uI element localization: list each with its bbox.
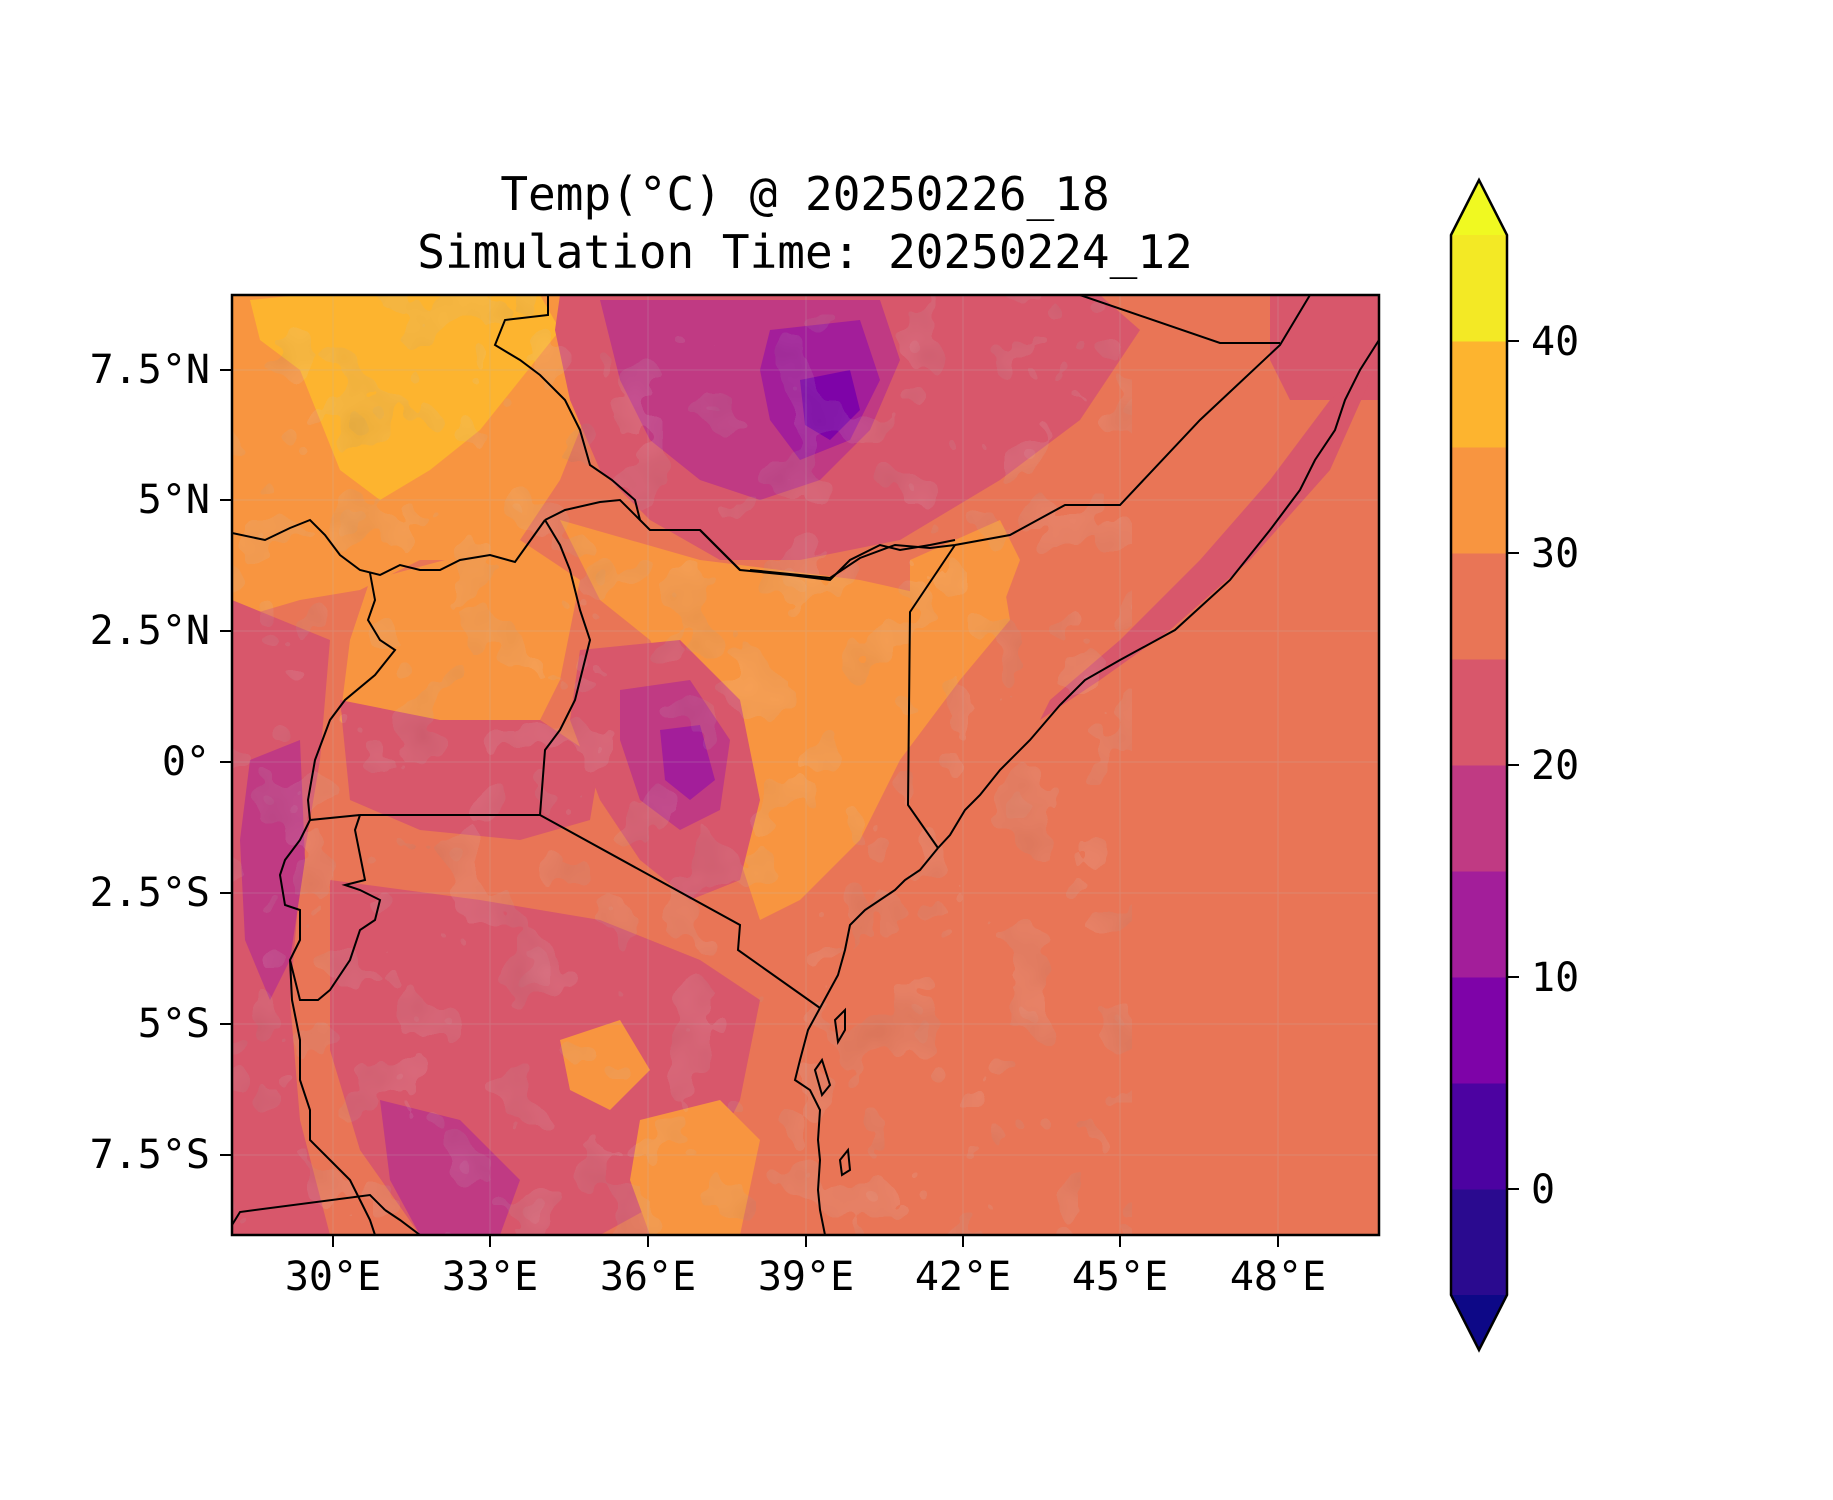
kenya-tanzania-border (539, 814, 821, 1009)
colorbar-tick-label: 20 (1531, 743, 1579, 789)
somalia-coastline (937, 339, 1379, 849)
kenya-somalia-border (906, 544, 956, 849)
map-area (232, 295, 1379, 1235)
uganda-drc-border (306, 572, 397, 822)
zanzibar-island (833, 1007, 846, 1046)
uganda-kenya-border (539, 519, 592, 816)
pemba-island (838, 1147, 852, 1177)
colorbar-extend-high (1451, 180, 1507, 235)
simulation-time-subtitle: Simulation Time: 20250224_12 (417, 225, 1192, 279)
colorbar-tick-label: 0 (1531, 1167, 1555, 1213)
colorbar-band (1451, 871, 1507, 978)
zambia-tanzania-border (232, 1193, 386, 1226)
x-tick-label: 45°E (1072, 1254, 1168, 1300)
rwanda-burundi-drc-border (278, 814, 382, 1001)
colorbar-tick-label: 40 (1531, 319, 1579, 365)
x-tick-label: 42°E (915, 1254, 1011, 1300)
y-tick-label: 5°N (138, 477, 210, 523)
y-tick-label: 2.5°N (90, 608, 210, 654)
colorbar-tick-label: 10 (1531, 955, 1579, 1001)
colorbar-band (1451, 235, 1507, 342)
south-sudan-drc-border (232, 518, 546, 577)
colorbar: 40 30 20 10 0 (1449, 177, 1579, 1353)
mafia-island (813, 1057, 832, 1098)
map-title: Temp(°C) @ 20250226_18 (500, 167, 1109, 221)
y-axis: 7.5°N 5°N 2.5°N 0° 2.5°S 5°S 7.5°S (90, 347, 232, 1178)
x-tick-label: 39°E (758, 1254, 854, 1300)
colorbar-band (1451, 1189, 1507, 1296)
somali-coast-band (1040, 360, 1379, 720)
colorbar-band (1451, 553, 1507, 660)
colorbar-band (1451, 765, 1507, 872)
sudan-south-sudan-border (493, 295, 641, 521)
y-tick-label: 2.5°S (90, 870, 210, 916)
x-tick-label: 36°E (600, 1254, 696, 1300)
colorbar-band (1451, 341, 1507, 448)
colorbar-tick-label: 30 (1531, 531, 1579, 577)
country-boundaries (232, 295, 1379, 1235)
ethiopia-eritrea-border (1079, 295, 1280, 344)
tanzania-southeast (384, 1209, 421, 1235)
x-tick-label: 48°E (1230, 1254, 1326, 1300)
y-tick-label: 7.5°N (90, 347, 210, 393)
colorbar-band (1451, 659, 1507, 766)
colorbar-outline (1449, 177, 1509, 1353)
grid-lines (232, 295, 1379, 1235)
somali-upland (1270, 295, 1379, 400)
colorbar-band (1451, 977, 1507, 1084)
kenya-tanzania-coastline (793, 847, 939, 1235)
colorbar-extend-low (1451, 1295, 1507, 1350)
colorbar-band (1451, 447, 1507, 554)
x-tick-label: 30°E (285, 1254, 381, 1300)
y-tick-label: 7.5°S (90, 1132, 210, 1178)
ethiopia-kenya-border (699, 529, 741, 571)
y-tick-label: 0° (162, 739, 210, 785)
tanzania-drc-border-lake-tanganyika (289, 959, 376, 1235)
colorbar-bands (1451, 235, 1507, 1296)
x-axis: 30°E 33°E 36°E 39°E 42°E 45°E 48°E (285, 1235, 1326, 1300)
colorbar-band (1451, 1083, 1507, 1190)
y-tick-label: 5°S (138, 1001, 210, 1047)
x-tick-label: 33°E (442, 1254, 538, 1300)
